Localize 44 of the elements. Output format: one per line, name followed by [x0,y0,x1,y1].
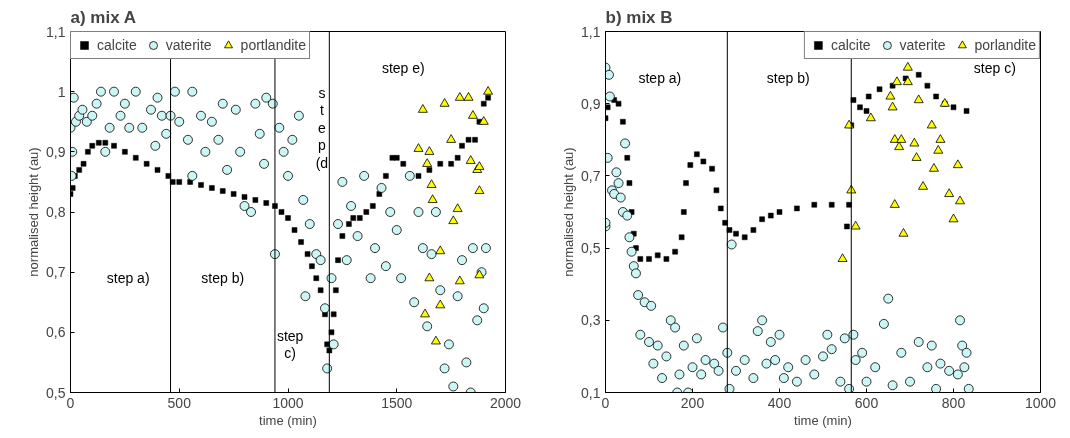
x-tick-label: 200 [680,394,705,411]
x-tick-label: 1000 [272,394,304,411]
legend-label: vaterite [165,37,212,53]
annotation: step e) [381,59,425,76]
legend-label: calcite [830,37,871,53]
annotation: step a) [106,270,150,287]
y-axis-title: normalised height (au) [561,147,577,277]
annotation: step c) [973,59,1016,76]
legend-label: vaterite [899,37,946,53]
y-tick-label: 1,1 [46,23,66,40]
x-tick-label: 600 [854,394,879,411]
x-axis-title: time (min) [794,412,852,428]
x-tick-label: 1000 [1024,394,1057,411]
legend-label: portlandite [240,37,306,53]
chart-title: a) mix A [70,7,137,27]
y-tick-label: 0,5 [46,384,66,401]
annotation: step c) [276,327,304,362]
x-tick-label: 400 [767,394,792,411]
legend-label: porlandite [974,37,1036,53]
y-tick-label: 1 [57,83,66,100]
x-tick-label: 0 [66,394,75,411]
legend-label: calcite [97,37,137,53]
y-tick-label: 0,9 [581,95,601,112]
y-tick-label: 0,3 [581,312,601,329]
y-axis-title: normalised height (au) [26,147,42,277]
y-tick-label: 0,6 [46,324,66,341]
x-tick-label: 0 [601,394,610,411]
chart-title: b) mix B [605,7,673,27]
y-tick-label: 0,9 [46,143,66,160]
x-tick-label: 500 [167,394,192,411]
x-tick-label: 2000 [489,394,522,411]
x-tick-label: 800 [941,394,966,411]
annotation: step b) [766,70,810,87]
y-tick-label: 0,5 [581,240,601,257]
y-tick-label: 0,7 [46,264,66,281]
annotation: s t e p (d [315,84,329,172]
x-axis-title: time (min) [259,412,317,428]
y-tick-label: 1,1 [581,23,601,40]
y-tick-label: 0,8 [46,204,66,220]
y-tick-label: 0,1 [581,384,601,401]
annotation: step b) [201,270,245,287]
annotation: step a) [638,70,682,87]
y-tick-label: 0,7 [581,167,601,184]
x-tick-label: 1500 [381,394,413,411]
